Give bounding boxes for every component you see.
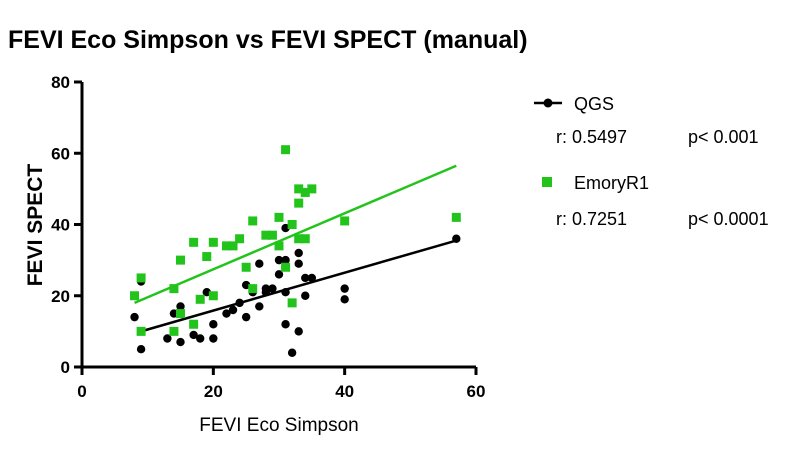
point-emoryr1 (281, 145, 291, 155)
point-emoryr1 (274, 241, 284, 251)
point-qgs (136, 344, 146, 354)
x-tick-label: 20 (204, 382, 223, 401)
point-emoryr1 (169, 326, 179, 336)
point-emoryr1 (248, 284, 258, 294)
point-emoryr1 (235, 234, 245, 244)
ticks: 0 20 40 60 0 20 40 60 80 (51, 73, 485, 401)
point-emoryr1 (294, 234, 304, 244)
point-emoryr1 (241, 262, 251, 272)
point-emoryr1 (248, 216, 258, 226)
point-qgs (274, 270, 284, 279)
point-qgs (189, 330, 198, 340)
point-qgs (281, 287, 290, 297)
point-qgs (209, 320, 218, 329)
point-emoryr1 (294, 184, 304, 194)
point-emoryr1 (267, 230, 277, 240)
point-emoryr1 (287, 220, 297, 229)
point-qgs (268, 284, 277, 293)
point-emoryr1 (189, 237, 199, 247)
point-qgs (255, 259, 264, 268)
point-emoryr1 (340, 216, 350, 226)
point-emoryr1 (294, 198, 304, 208)
y-tick-label: 0 (61, 358, 70, 377)
point-emoryr1 (281, 262, 291, 272)
point-qgs (222, 309, 231, 318)
point-qgs (241, 312, 251, 322)
legend-p-value: p< 0.0001 (688, 209, 769, 229)
data-points (130, 145, 461, 357)
point-qgs (294, 259, 303, 268)
point-emoryr1 (169, 284, 179, 294)
legend: QGS r: 0.5497 p< 0.001 EmoryR1 r: 0.7251 p< 0… (534, 94, 769, 229)
point-emoryr1 (136, 273, 146, 283)
chart-title: FEVI Eco Simpson vs FEVI SPECT (manual) (8, 26, 528, 54)
point-qgs (209, 334, 218, 343)
y-tick-label: 80 (51, 73, 70, 92)
point-qgs (281, 320, 290, 329)
point-emoryr1 (208, 291, 218, 301)
point-emoryr1 (451, 212, 461, 222)
point-qgs (307, 273, 317, 283)
point-qgs (255, 302, 264, 311)
fit-line-qgs (140, 239, 457, 333)
y-tick-label: 60 (51, 144, 70, 163)
point-qgs (452, 234, 461, 243)
legend-label-emoryr1: EmoryR1 (574, 173, 649, 193)
point-emoryr1 (130, 291, 140, 301)
x-tick-label: 60 (467, 382, 486, 401)
point-qgs (340, 284, 349, 293)
y-tick-label: 40 (51, 216, 70, 235)
point-emoryr1 (228, 241, 238, 251)
point-emoryr1 (300, 187, 310, 197)
x-axis-label: FEVI Eco Simpson (199, 415, 358, 436)
point-qgs (294, 327, 303, 336)
point-qgs (287, 348, 297, 357)
point-emoryr1 (261, 230, 271, 240)
x-tick-label: 40 (335, 382, 354, 401)
point-emoryr1 (202, 252, 212, 262)
y-axis-label: FEVI SPECT (24, 164, 47, 287)
legend-marker-qgs (543, 98, 553, 108)
point-qgs (261, 284, 271, 293)
y-tick-label: 20 (51, 287, 70, 306)
point-qgs (196, 334, 205, 343)
point-emoryr1 (136, 326, 146, 336)
point-emoryr1 (287, 298, 297, 308)
x-tick-label: 0 (77, 382, 86, 401)
legend-r-value: r: 0.7251 (556, 209, 627, 229)
legend-r-value: r: 0.5497 (556, 127, 627, 147)
point-qgs (301, 291, 310, 300)
legend-label-qgs: QGS (574, 94, 614, 114)
point-qgs (274, 255, 284, 265)
point-qgs (281, 255, 290, 265)
legend-marker-emoryr1 (542, 177, 552, 187)
point-emoryr1 (195, 294, 205, 304)
point-qgs (228, 305, 238, 315)
point-emoryr1 (300, 234, 310, 244)
point-qgs (130, 312, 139, 322)
point-emoryr1 (176, 255, 185, 265)
point-emoryr1 (176, 309, 185, 319)
point-qgs (235, 298, 244, 308)
point-emoryr1 (221, 241, 231, 251)
legend-p-value: p< 0.001 (688, 127, 759, 147)
point-qgs (340, 295, 349, 304)
point-qgs (301, 273, 310, 283)
point-emoryr1 (274, 212, 284, 222)
axes (80, 82, 476, 369)
point-qgs (294, 248, 303, 258)
point-qgs (176, 302, 185, 311)
point-qgs (176, 337, 185, 347)
point-emoryr1 (307, 184, 317, 194)
point-emoryr1 (208, 237, 218, 247)
point-emoryr1 (189, 319, 199, 329)
point-qgs (163, 334, 172, 343)
